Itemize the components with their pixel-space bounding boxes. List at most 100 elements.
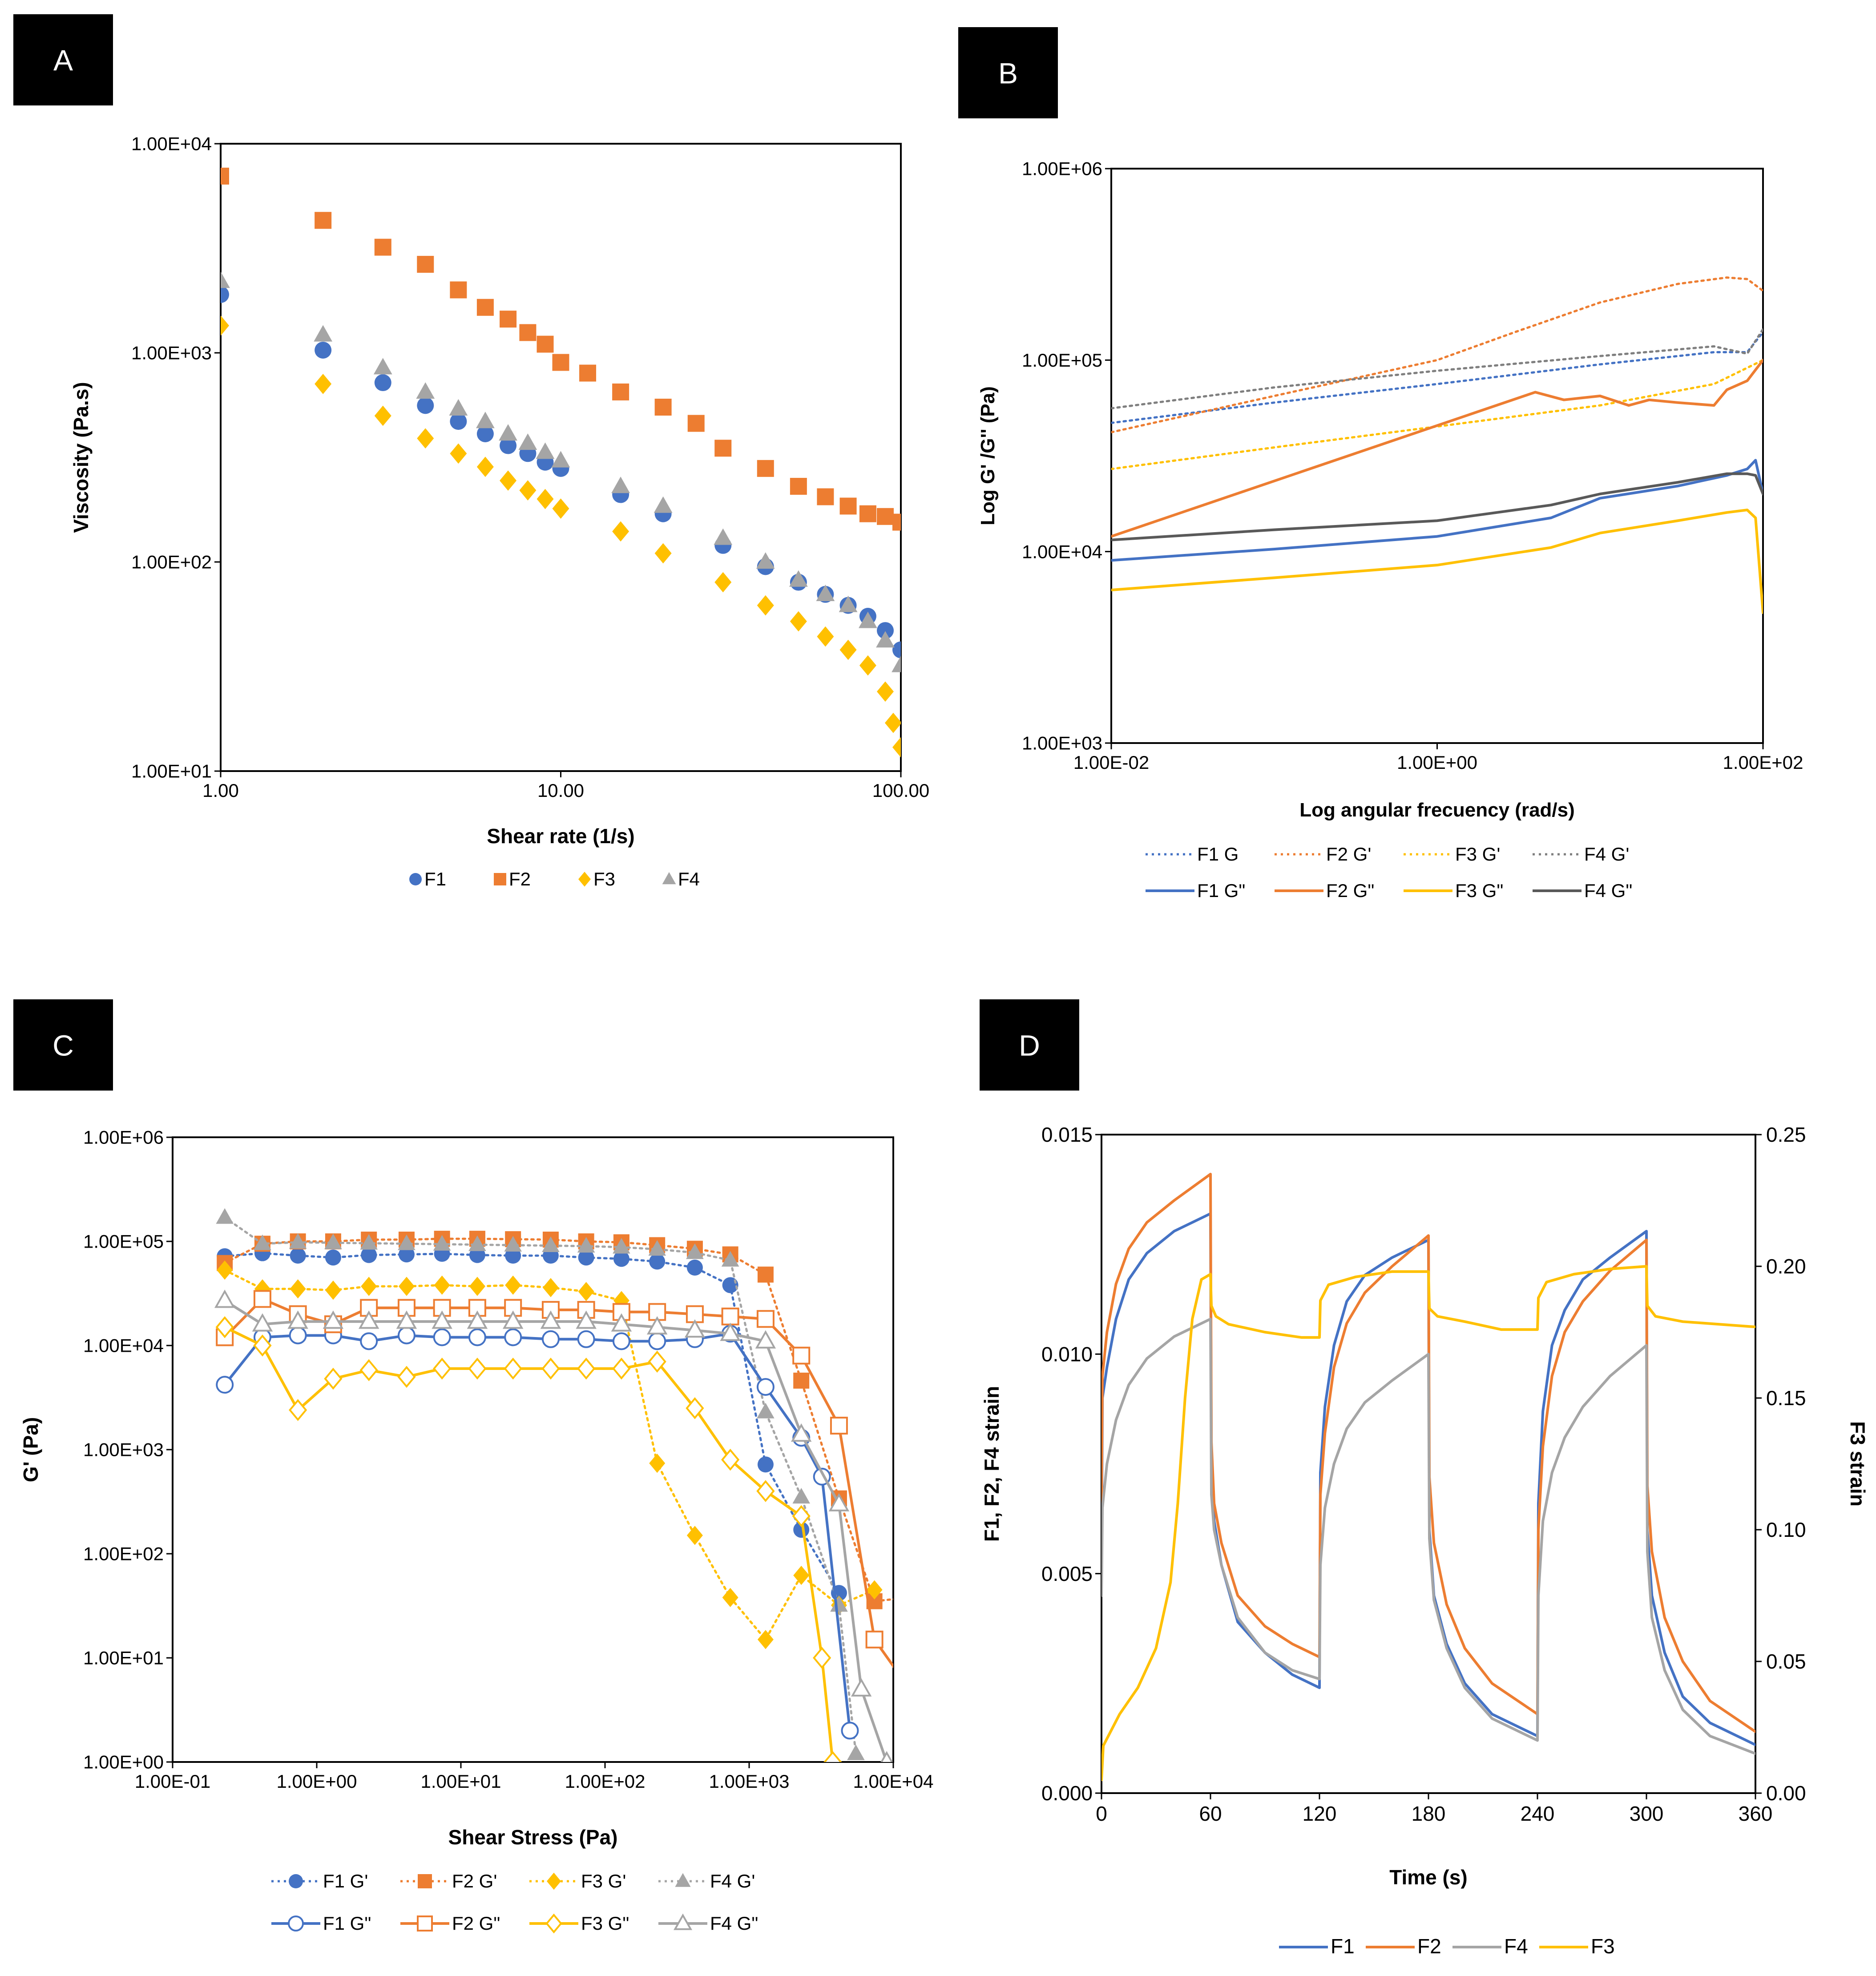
data-point [502, 1310, 524, 1329]
data-point [552, 354, 569, 371]
x-tick-label: 1.00E+02 [1723, 752, 1803, 773]
legend-marker [578, 872, 591, 887]
data-point [361, 1247, 377, 1263]
data-point [450, 413, 467, 430]
data-point [817, 488, 834, 505]
data-point [504, 1328, 522, 1346]
x-tick-label: 360 [1739, 1802, 1773, 1825]
legend-label: F2 G" [1326, 880, 1374, 901]
series-line-f1 [1101, 1212, 1755, 1746]
legend-label: F4 G" [1584, 880, 1632, 901]
data-point [398, 1246, 415, 1263]
legend-label: F4 G" [710, 1913, 758, 1934]
x-tick-label: 180 [1412, 1802, 1446, 1825]
data-point [579, 364, 597, 382]
data-point [839, 639, 857, 660]
data-point [654, 496, 673, 513]
data-point [649, 1453, 666, 1473]
data-point [397, 1326, 416, 1345]
data-point [578, 1249, 594, 1266]
data-point [221, 315, 229, 336]
y2-tick-label: 0.10 [1766, 1518, 1806, 1541]
panel-b: B 1.00E-02 1.00E+00 1.00E+02 1.00E+03 1.00E+0… [958, 27, 1803, 901]
data-point [793, 1522, 810, 1538]
data-point [432, 1310, 452, 1329]
data-point [876, 631, 895, 648]
data-point [221, 167, 229, 185]
data-point [648, 1350, 666, 1373]
data-point [434, 1275, 450, 1295]
y-tick-label: 0.000 [1041, 1782, 1093, 1805]
data-point [793, 1565, 810, 1585]
data-point [714, 440, 732, 457]
data-point [612, 383, 629, 400]
legend-marker [409, 873, 422, 885]
data-point [686, 1243, 704, 1259]
data-point [851, 1678, 872, 1697]
data-point [537, 489, 554, 509]
series-line-f1-g- [223, 1252, 840, 1594]
y-tick-label: 1.00E+04 [1022, 541, 1102, 562]
data-point [500, 311, 517, 328]
data-point [290, 1279, 306, 1299]
y-tick-label: 1.00E+06 [1022, 158, 1102, 179]
panel-badge [13, 14, 113, 105]
legend-marker [673, 1913, 693, 1930]
legend-label: F3 G" [581, 1913, 629, 1934]
panel-badge [13, 999, 113, 1091]
legend-label: F2 [509, 869, 531, 889]
data-point [611, 1313, 632, 1332]
x-tick-label: 1.00E+00 [1397, 752, 1477, 773]
legend-marker [494, 873, 506, 885]
data-point [476, 457, 494, 477]
legend-marker [547, 1872, 561, 1890]
data-point [505, 1247, 521, 1264]
data-point [500, 437, 517, 454]
series-line-f1-g [1111, 331, 1763, 424]
data-point [577, 1358, 596, 1380]
data-point [450, 281, 467, 299]
legend-marker [662, 872, 676, 885]
data-point [499, 424, 517, 441]
legend-label: F2 G" [452, 1913, 500, 1934]
data-point [722, 1588, 738, 1607]
data-point [613, 1251, 629, 1267]
y-axis-title: Viscosity (Pa.s) [69, 382, 93, 533]
data-point [505, 1275, 521, 1295]
y-tick-label: 1.00E+03 [1022, 733, 1102, 754]
data-point [789, 570, 808, 587]
panel-badge [980, 999, 1079, 1091]
plot-frame [172, 1136, 894, 1763]
data-point [714, 528, 733, 545]
series-line-f1-g- [1111, 459, 1763, 562]
y-axis-title: Log G' /G'' (Pa) [977, 386, 999, 525]
y-tick-label: 1.00E+02 [131, 552, 212, 573]
data-point [866, 1580, 883, 1600]
x-tick-label: 0 [1096, 1802, 1107, 1825]
y2-tick-label: 0.25 [1766, 1123, 1806, 1146]
data-point [449, 399, 468, 416]
data-point [654, 399, 672, 416]
data-point [551, 451, 570, 468]
legend-label: F1 G" [1197, 880, 1245, 901]
data-point [468, 1328, 486, 1346]
data-point [816, 584, 835, 602]
data-point [476, 412, 495, 428]
series-line-f3-g- [223, 1325, 834, 1762]
y2-tick-label: 0.05 [1766, 1650, 1806, 1673]
data-point [253, 1334, 272, 1357]
panel-badge [958, 27, 1058, 118]
x-tick-label: 1.00 [202, 780, 239, 801]
panel-d: D 0 60 120 180 240 300 360 0.000 0.005 0.010 0.015 0… [980, 999, 1869, 1958]
data-point [757, 1266, 774, 1283]
series-line-f4 [1101, 1317, 1755, 1755]
data-point [417, 256, 434, 273]
data-point [714, 572, 732, 593]
data-point [880, 1751, 893, 1762]
y-tick-label: 1.00E+05 [1022, 350, 1102, 371]
data-point [757, 595, 774, 616]
data-point [892, 655, 901, 672]
data-point [221, 271, 230, 288]
panel-label: D [1019, 1029, 1040, 1062]
data-point [884, 712, 901, 733]
